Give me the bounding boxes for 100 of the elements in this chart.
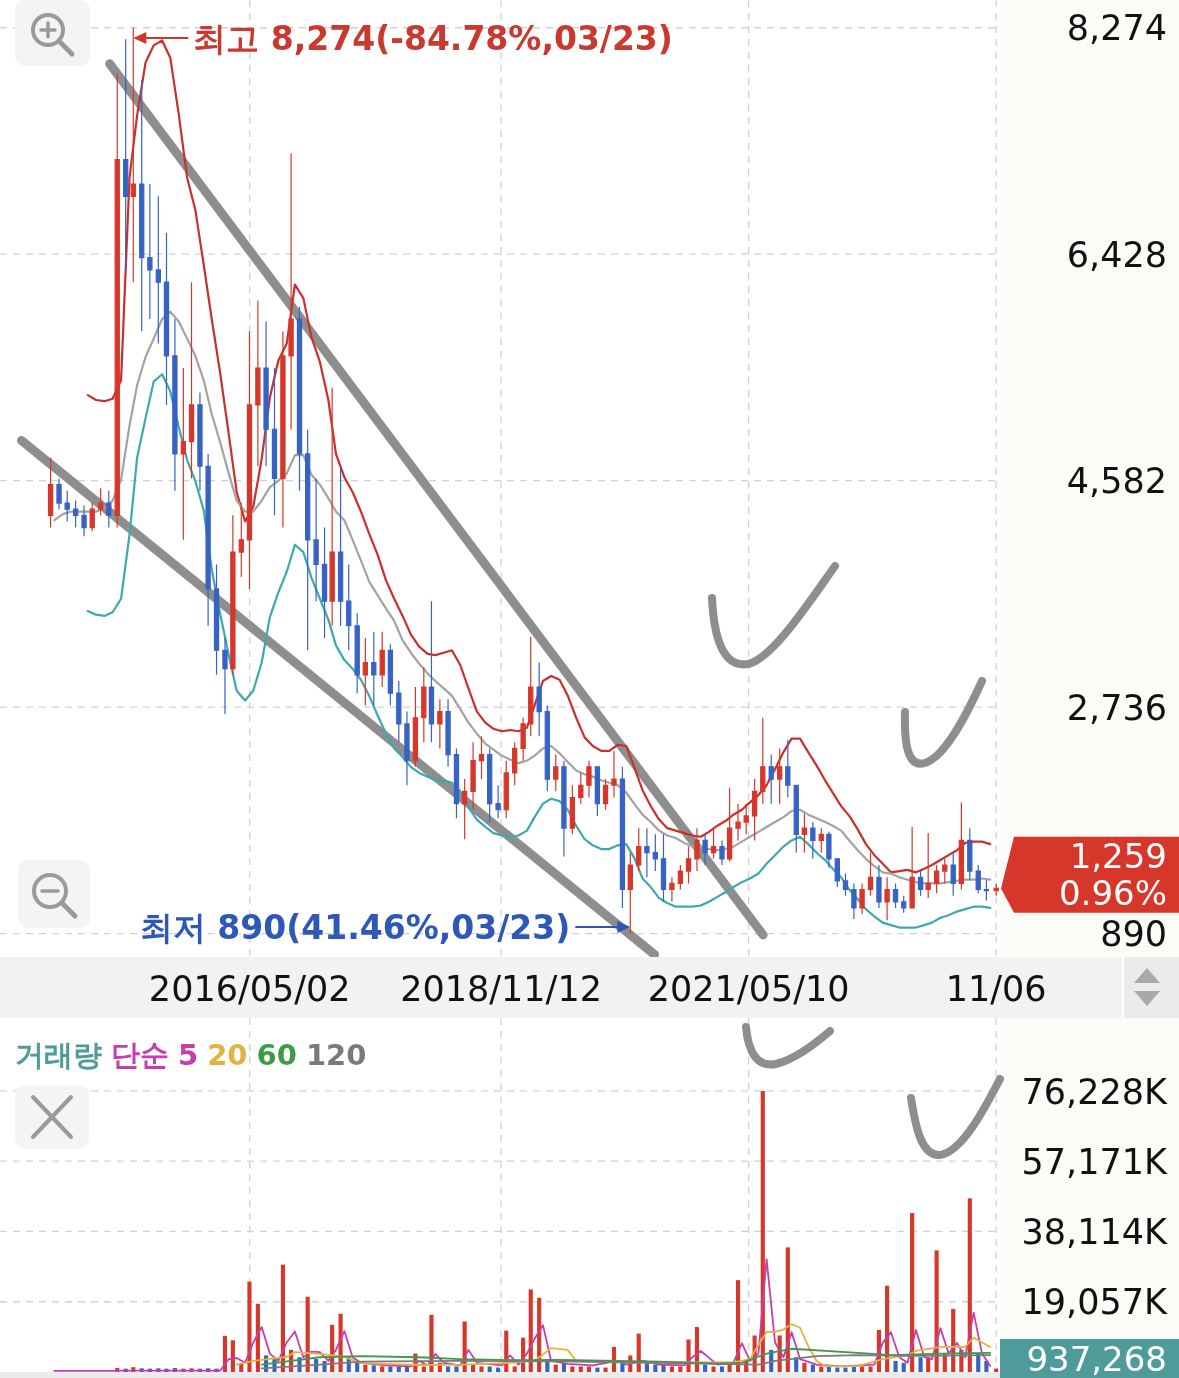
candlestick [536, 661, 542, 737]
candlestick [379, 631, 385, 688]
candlestick [859, 882, 865, 915]
candlestick [437, 698, 443, 750]
candlestick [106, 490, 112, 529]
candlestick [785, 739, 791, 799]
candlestick [917, 870, 924, 897]
bar [893, 1360, 898, 1372]
candlestick [776, 747, 783, 805]
bar [586, 1366, 592, 1372]
bar [843, 1367, 848, 1372]
candlestick [611, 750, 617, 799]
candlestick [993, 882, 999, 897]
candlestick [702, 833, 708, 866]
candlestick [967, 827, 973, 881]
bar [421, 1366, 426, 1372]
candlestick [461, 778, 468, 840]
candlestick [901, 895, 907, 914]
bar [388, 1366, 393, 1372]
candlestick [768, 753, 774, 805]
candlestick [155, 195, 161, 345]
candlestick [64, 490, 70, 523]
candlestick [909, 826, 915, 909]
bar [380, 1366, 385, 1372]
bar [653, 1364, 658, 1372]
candlestick [958, 801, 965, 891]
candlestick [578, 772, 584, 805]
candlestick [710, 827, 717, 860]
text: 거래량 [15, 1038, 102, 1073]
candlestick [660, 833, 667, 903]
bar [802, 1362, 807, 1372]
bar [578, 1366, 583, 1372]
y-tick-label: 57,171K [1021, 1141, 1169, 1182]
candlestick [495, 784, 501, 819]
bar [247, 1281, 252, 1372]
candlestick [56, 477, 62, 510]
bar [868, 1366, 873, 1372]
y-tick-label: 19,057K [1021, 1282, 1169, 1323]
bar [479, 1366, 484, 1372]
candlestick [677, 864, 684, 891]
candlestick [271, 367, 278, 516]
candlestick [123, 38, 129, 271]
candlestick [172, 318, 178, 492]
candlestick [818, 827, 824, 854]
candlestick [371, 631, 377, 707]
candlestick [139, 79, 145, 332]
candlestick [470, 741, 476, 811]
candlestick [130, 27, 136, 283]
candlestick [147, 183, 153, 320]
y-tick-label: 76,228K [1021, 1071, 1169, 1112]
candlestick [925, 832, 931, 899]
candlestick [876, 864, 882, 909]
y-tick-label: 8,274 [1066, 8, 1167, 49]
text: 60 [256, 1038, 297, 1073]
candlestick [213, 563, 220, 676]
candlestick [760, 717, 766, 805]
candlestick [942, 858, 948, 884]
candlestick [230, 514, 236, 676]
candlestick [246, 330, 253, 590]
candlestick [743, 803, 749, 835]
y-tick-label: 6,428 [1066, 234, 1167, 275]
x-tick-label: 2018/11/12 [400, 968, 602, 1009]
line-series [260, 1347, 992, 1366]
candlestick [586, 760, 592, 799]
bar [918, 1357, 923, 1372]
bar [363, 1364, 368, 1372]
candlestick [329, 387, 335, 627]
candlestick [694, 827, 700, 872]
bar [669, 1366, 674, 1372]
candlestick [810, 821, 816, 860]
candlestick [851, 882, 857, 920]
candlestick [512, 741, 518, 786]
candlestick [842, 872, 849, 897]
candlestick [520, 717, 526, 762]
candlestick [669, 876, 675, 903]
bar [454, 1366, 459, 1372]
bar [810, 1364, 815, 1372]
candlestick [97, 487, 104, 516]
candlestick [826, 831, 832, 869]
bar [819, 1366, 824, 1372]
bar [703, 1364, 708, 1372]
bar [230, 1340, 235, 1372]
candlestick [644, 827, 650, 878]
candlestick [255, 300, 261, 467]
candlestick [719, 839, 725, 866]
candlestick [404, 711, 410, 786]
candlestick [47, 457, 54, 529]
candlestick [627, 852, 633, 935]
candlestick [445, 698, 451, 768]
candlestick [197, 392, 203, 492]
candlestick [222, 637, 228, 715]
x-tick-label: 2021/05/10 [647, 968, 850, 1009]
candlestick [313, 477, 319, 602]
bar [471, 1364, 476, 1372]
annotation: 최고 8,274(-84.78%,03/23) [193, 18, 673, 58]
line-series [260, 1354, 992, 1370]
bar [512, 1366, 517, 1372]
candlestick [354, 612, 360, 694]
text: 5 [178, 1038, 199, 1073]
bar [487, 1366, 492, 1372]
